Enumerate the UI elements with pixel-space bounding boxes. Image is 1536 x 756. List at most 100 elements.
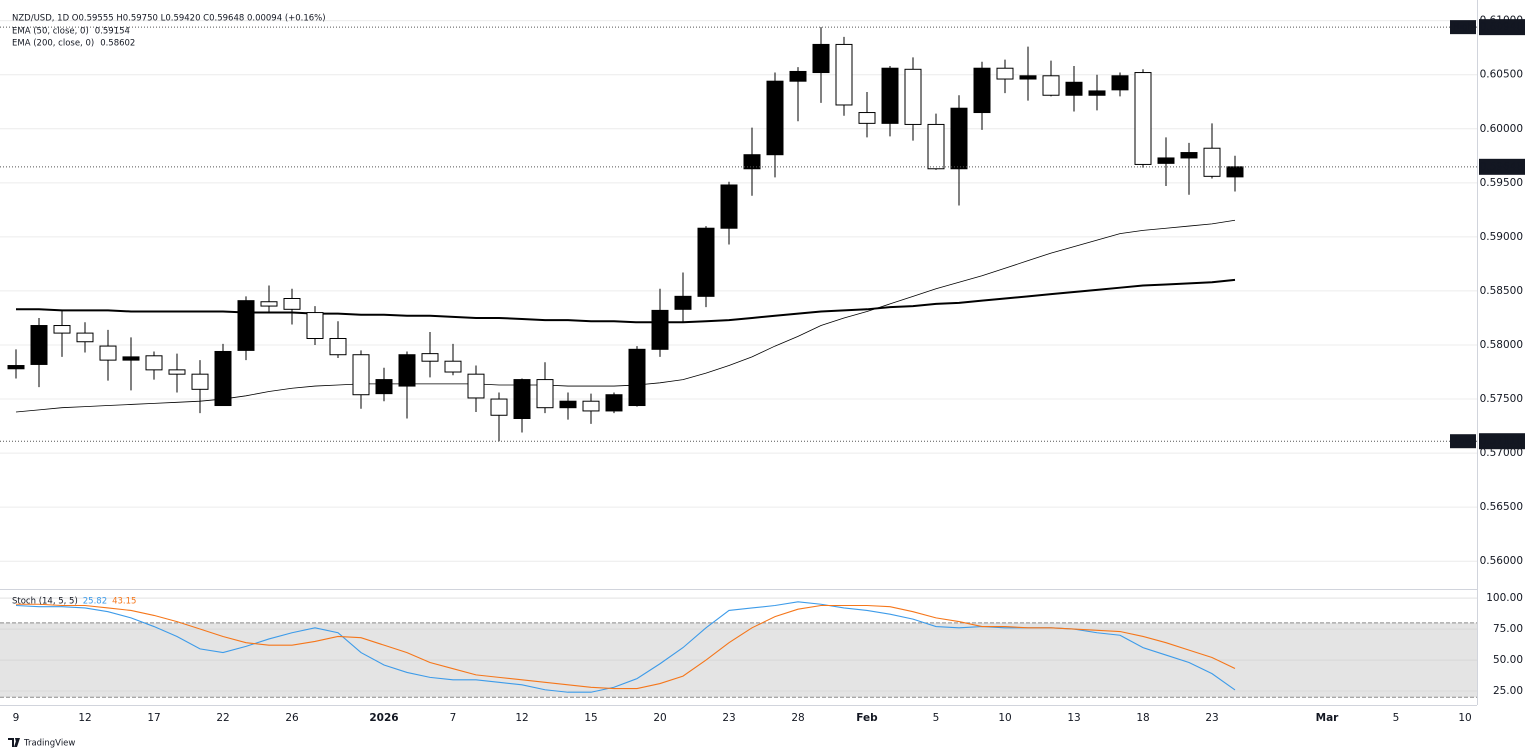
extreme-price: 0.60940 bbox=[1480, 21, 1523, 33]
x-tick-label: 12 bbox=[515, 712, 528, 724]
x-tick-label: 22 bbox=[216, 712, 229, 724]
ema-legend-name: EMA (200, close, 0) bbox=[12, 39, 94, 49]
candle-body bbox=[927, 123, 945, 170]
candle-body bbox=[513, 379, 531, 420]
candle-body bbox=[881, 67, 899, 124]
candle-body bbox=[145, 355, 163, 371]
last-price-label: 0.59648 bbox=[1480, 161, 1523, 173]
y-tick-label: 0.59500 bbox=[1480, 177, 1523, 189]
candle-body bbox=[536, 379, 554, 409]
candle-body bbox=[904, 68, 922, 125]
candle-body bbox=[1134, 72, 1152, 165]
candle-body bbox=[30, 325, 48, 365]
x-tick-label: 10 bbox=[1458, 712, 1471, 724]
candle-body bbox=[1088, 90, 1106, 96]
extreme-tag-bg bbox=[1450, 20, 1476, 35]
y-tick-label: 0.59000 bbox=[1480, 231, 1523, 243]
y-tick-label: 50.00 bbox=[1493, 654, 1523, 666]
x-tick-label: 23 bbox=[1205, 712, 1218, 724]
x-tick-label: 15 bbox=[584, 712, 597, 724]
candle-body bbox=[835, 43, 853, 106]
candle-body bbox=[122, 356, 140, 361]
candle-body bbox=[720, 184, 738, 229]
y-tick-label: 0.60500 bbox=[1480, 69, 1523, 81]
x-tick-label: 18 bbox=[1136, 712, 1149, 724]
candle-body bbox=[605, 394, 623, 412]
x-tick-label: 5 bbox=[1393, 712, 1400, 724]
candle-body bbox=[1157, 157, 1175, 164]
y-tick-label: 100.00 bbox=[1486, 592, 1523, 604]
x-tick-label: 2026 bbox=[369, 712, 398, 724]
candle-body bbox=[789, 70, 807, 82]
stoch-title: Stoch (14, 5, 5) bbox=[12, 597, 78, 607]
candle-body bbox=[1180, 152, 1198, 159]
logo-mark bbox=[8, 738, 20, 747]
x-tick-label: 5 bbox=[933, 712, 940, 724]
extreme-tag: High bbox=[1453, 23, 1473, 33]
candle-body bbox=[950, 107, 968, 170]
candle-body bbox=[375, 379, 393, 395]
ema-legend-value: 0.59154 bbox=[95, 27, 130, 37]
x-tick-label: Mar bbox=[1316, 712, 1340, 724]
x-tick-label: 12 bbox=[78, 712, 91, 724]
candle-body bbox=[1111, 75, 1129, 91]
candle-body bbox=[214, 350, 232, 407]
stoch-line bbox=[16, 603, 1236, 690]
candle-body bbox=[1065, 81, 1083, 96]
candle-body bbox=[237, 300, 255, 351]
ema-line bbox=[16, 278, 1236, 324]
candle-body bbox=[651, 309, 669, 350]
candle-body bbox=[421, 353, 439, 362]
candle-body bbox=[743, 154, 761, 170]
candle-body bbox=[582, 400, 600, 412]
candle-body bbox=[168, 369, 186, 375]
candle-body bbox=[76, 332, 94, 343]
extreme-tag: Low bbox=[1455, 437, 1472, 447]
candle-body bbox=[99, 345, 117, 361]
candle-body bbox=[467, 373, 485, 399]
brand: TradingView bbox=[23, 739, 75, 749]
candle-body bbox=[53, 325, 71, 334]
candle-body bbox=[329, 338, 347, 356]
candle-body bbox=[1042, 75, 1060, 96]
y-tick-label: 0.58500 bbox=[1480, 285, 1523, 297]
candle-body bbox=[398, 354, 416, 387]
logo bbox=[8, 738, 20, 747]
candle-body bbox=[1203, 147, 1221, 177]
y-tick-label: 0.58000 bbox=[1480, 339, 1523, 351]
candle-body bbox=[490, 398, 508, 416]
candle-body bbox=[628, 348, 646, 407]
y-tick-label: 0.60000 bbox=[1480, 123, 1523, 135]
x-tick-label: 7 bbox=[450, 712, 457, 724]
ema-legend-value: 0.58602 bbox=[100, 39, 135, 49]
x-tick-label: 26 bbox=[285, 712, 299, 724]
candle-body bbox=[697, 227, 715, 297]
candle-body bbox=[7, 365, 25, 370]
x-tick-label: Feb bbox=[856, 712, 878, 724]
candle-body bbox=[996, 67, 1014, 80]
candle-body bbox=[812, 43, 830, 74]
candle-body bbox=[444, 360, 462, 373]
y-tick-label: 0.56000 bbox=[1480, 555, 1523, 567]
candle-body bbox=[559, 400, 577, 409]
candle-body bbox=[1226, 166, 1244, 178]
x-tick-label: 23 bbox=[722, 712, 735, 724]
extreme-price: 0.57110 bbox=[1480, 435, 1523, 447]
x-tick-label: 28 bbox=[791, 712, 804, 724]
x-tick-label: 20 bbox=[653, 712, 666, 724]
stoch-legend-value: 43.15 bbox=[112, 597, 136, 607]
y-tick-label: 25.00 bbox=[1493, 685, 1523, 697]
y-tick-label: 0.57500 bbox=[1480, 393, 1523, 405]
candle-body bbox=[1019, 75, 1037, 80]
candle-body bbox=[973, 67, 991, 114]
candle-body bbox=[306, 312, 324, 340]
y-tick-label: 0.56500 bbox=[1480, 501, 1523, 513]
candle-body bbox=[283, 298, 301, 310]
y-tick-label: 75.00 bbox=[1493, 623, 1523, 635]
extreme-tag-bg bbox=[1450, 434, 1476, 449]
stoch-legend-value: 25.82 bbox=[83, 597, 107, 607]
x-tick-label: 17 bbox=[147, 712, 160, 724]
candle-body bbox=[858, 112, 876, 124]
